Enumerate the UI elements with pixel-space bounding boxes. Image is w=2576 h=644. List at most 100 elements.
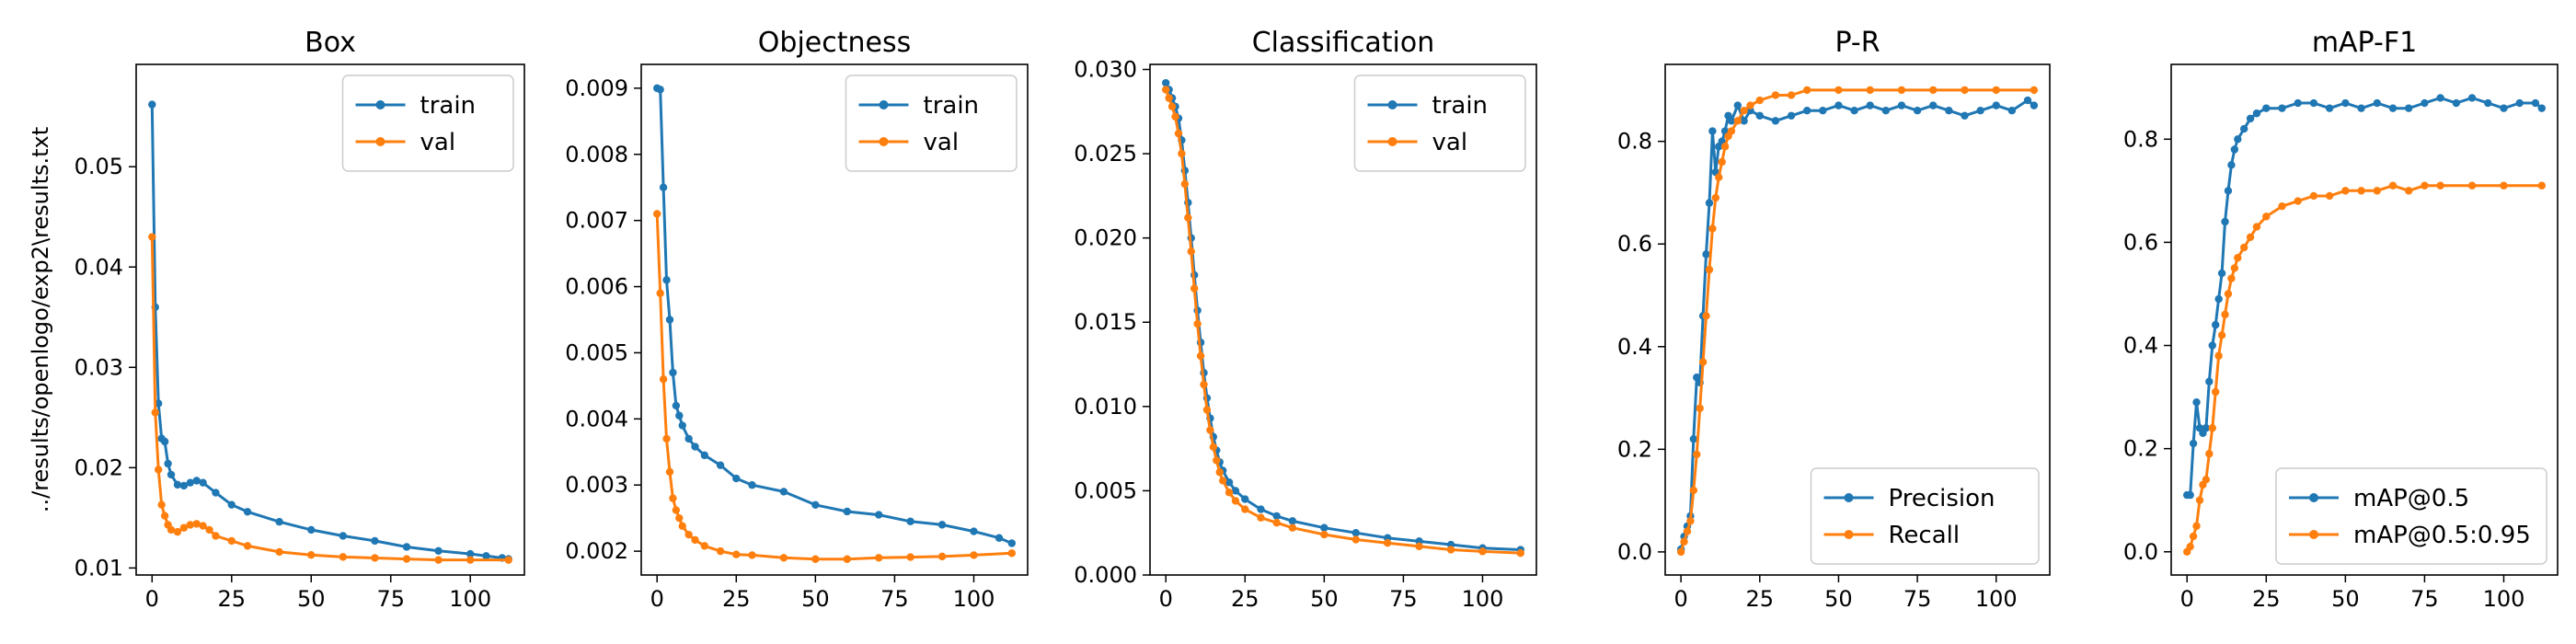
data-point: [2357, 104, 2365, 112]
data-point: [1184, 213, 1192, 222]
data-point: [1929, 86, 1938, 95]
data-point: [1693, 450, 1701, 459]
data-point: [662, 434, 671, 443]
data-point: [1241, 495, 1249, 503]
data-point: [307, 525, 316, 535]
data-point: [1218, 477, 1227, 485]
data-point: [148, 233, 156, 241]
legend-box: [341, 75, 514, 172]
x-tick-label: 75: [1389, 586, 1418, 612]
y-tick-label: 0.006: [565, 274, 628, 300]
data-point: [1834, 101, 1843, 109]
data-point: [779, 488, 788, 496]
data-point: [2234, 135, 2242, 144]
x-tick-label: 100: [449, 586, 491, 612]
y-tick-label: 0.05: [75, 154, 123, 179]
x-tick-label: 0: [1159, 586, 1173, 612]
data-point: [2252, 223, 2261, 231]
data-point: [402, 555, 411, 563]
data-point: [1689, 486, 1698, 495]
data-point: [656, 86, 664, 94]
data-point: [199, 478, 207, 487]
data-point: [1850, 107, 1858, 115]
data-point: [1225, 489, 1234, 497]
y-tick-label: 0.005: [565, 339, 628, 365]
data-point: [243, 542, 252, 550]
y-tick-label: 0.8: [2123, 126, 2158, 152]
data-point: [1180, 179, 1190, 189]
data-point: [748, 551, 756, 559]
data-point: [1478, 547, 1487, 556]
y-tick-label: 0.002: [565, 538, 628, 564]
data-point: [937, 521, 947, 529]
data-point: [1415, 542, 1423, 551]
data-point: [2211, 320, 2220, 329]
data-point: [2500, 181, 2508, 190]
data-point: [307, 550, 316, 559]
data-point: [339, 553, 348, 561]
legend-label: mAP@0.5:0.95: [2353, 522, 2531, 549]
series-line: [656, 86, 1013, 545]
data-point: [684, 434, 693, 443]
data-point: [2239, 124, 2248, 133]
panel-map-f1: mAP-F10 25 50 75 1000.00.20.40.60.8mAP@0.5mA…: [2123, 27, 2559, 612]
data-point: [675, 411, 684, 420]
data-point: [2202, 476, 2211, 484]
data-point: [2537, 104, 2546, 112]
legend-box: [2275, 467, 2547, 565]
data-point: [1992, 101, 2000, 109]
data-point: [2239, 243, 2248, 252]
y-tick-label: 0.009: [565, 75, 628, 101]
data-point: [1320, 530, 1328, 539]
y-tick-label: 0.01: [75, 555, 123, 581]
data-point: [2373, 98, 2381, 108]
data-point: [1897, 86, 1906, 95]
data-point: [1696, 404, 1704, 412]
x-tick-label: 100: [953, 586, 995, 612]
data-point: [2294, 98, 2302, 108]
data-point: [659, 183, 668, 191]
data-point: [2421, 98, 2429, 108]
data-point: [2467, 94, 2477, 102]
data-point: [1351, 529, 1360, 537]
legend-swatch-marker: [1844, 530, 1854, 539]
data-point: [2294, 197, 2302, 205]
data-point: [227, 536, 236, 546]
data-point: [937, 552, 947, 561]
y-tick-label: 0.02: [75, 454, 123, 480]
data-point: [164, 459, 172, 468]
data-point: [1708, 127, 1717, 135]
data-point: [732, 550, 741, 558]
data-point: [1676, 547, 1685, 557]
legend: train val: [341, 75, 514, 172]
data-point: [691, 535, 699, 545]
axes-frame: [2170, 63, 2559, 576]
data-point: [1976, 107, 1984, 115]
x-tick-label: 25: [722, 586, 751, 612]
data-point: [2023, 96, 2032, 105]
data-point: [843, 507, 851, 516]
data-point: [160, 437, 169, 446]
data-point: [157, 500, 166, 509]
data-point: [2252, 109, 2261, 118]
data-point: [716, 461, 725, 469]
data-point: [2230, 264, 2239, 272]
data-point: [2227, 274, 2236, 282]
data-point: [1383, 538, 1392, 547]
series-line: [655, 213, 1012, 561]
y-tick-label: 0.030: [1074, 56, 1137, 82]
legend-label: train: [924, 92, 980, 120]
data-point: [1320, 523, 1328, 532]
legend-label: val: [924, 129, 960, 156]
data-point: [2436, 94, 2444, 102]
series-line: [2187, 96, 2543, 497]
data-point: [1171, 112, 1179, 121]
panel-classification: Classification 0 25 50 75 100 0.000 0.005 0.010 0…: [1074, 27, 1537, 612]
y-tick-label: 0.000: [1074, 562, 1137, 588]
data-point: [1178, 149, 1186, 158]
data-point: [205, 525, 213, 535]
data-point: [970, 551, 978, 559]
data-point: [811, 555, 820, 563]
legend: mAP@0.5 mAP@0.5:0.95: [2275, 467, 2547, 565]
series-line: [1164, 88, 1521, 555]
